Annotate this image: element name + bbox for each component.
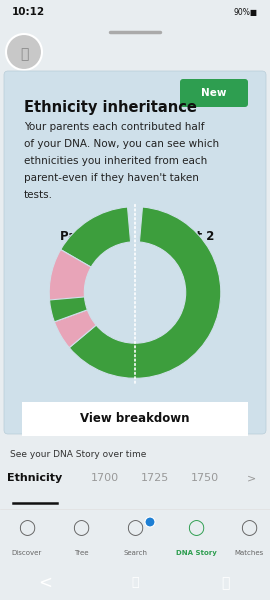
Circle shape [6,34,42,70]
Circle shape [145,517,155,527]
FancyBboxPatch shape [4,71,266,434]
Text: Search: Search [123,550,147,556]
Text: 1700: 1700 [91,473,119,483]
Text: ◯: ◯ [187,520,205,536]
Text: Parent 2: Parent 2 [158,230,214,244]
Text: 👤: 👤 [20,47,28,61]
Text: ◯: ◯ [18,520,36,536]
Text: Parent 1: Parent 1 [60,230,116,244]
Text: ⦀: ⦀ [221,576,229,590]
Text: 90%■: 90%■ [234,7,258,16]
Text: 1725: 1725 [141,473,169,483]
Text: See your DNA Story over time: See your DNA Story over time [10,450,146,459]
Text: parent-even if they haven't taken: parent-even if they haven't taken [24,173,199,183]
Text: ◯: ◯ [126,520,144,536]
Wedge shape [185,288,221,303]
FancyBboxPatch shape [180,79,248,107]
Text: Ethnicity: Ethnicity [7,473,63,483]
Text: 10:12: 10:12 [12,7,45,17]
Wedge shape [49,297,87,322]
Text: <: < [38,574,52,592]
Text: ethnicities you inherited from each: ethnicities you inherited from each [24,156,207,166]
Text: New: New [201,88,227,98]
Text: DNA Story: DNA Story [176,550,217,556]
Wedge shape [174,313,214,347]
Wedge shape [49,250,201,378]
Text: Your parents each contributed half: Your parents each contributed half [24,122,204,132]
Wedge shape [69,207,221,378]
Text: Matches: Matches [234,550,264,556]
Text: of your DNA. Now, you can see which: of your DNA. Now, you can see which [24,139,219,149]
Text: Ethnicity inheritance: Ethnicity inheritance [24,100,197,115]
Text: ⬜: ⬜ [131,577,139,589]
Text: Tree: Tree [74,550,88,556]
Wedge shape [54,310,96,347]
Wedge shape [182,299,220,326]
Text: ◯: ◯ [72,520,90,536]
Text: tests.: tests. [24,190,53,200]
FancyBboxPatch shape [19,399,251,439]
Text: View breakdown: View breakdown [80,413,190,425]
Text: >: > [247,473,256,483]
Text: Discover: Discover [12,550,42,556]
Wedge shape [61,207,131,267]
Text: ◯: ◯ [241,520,258,536]
Text: 1750: 1750 [191,473,219,483]
